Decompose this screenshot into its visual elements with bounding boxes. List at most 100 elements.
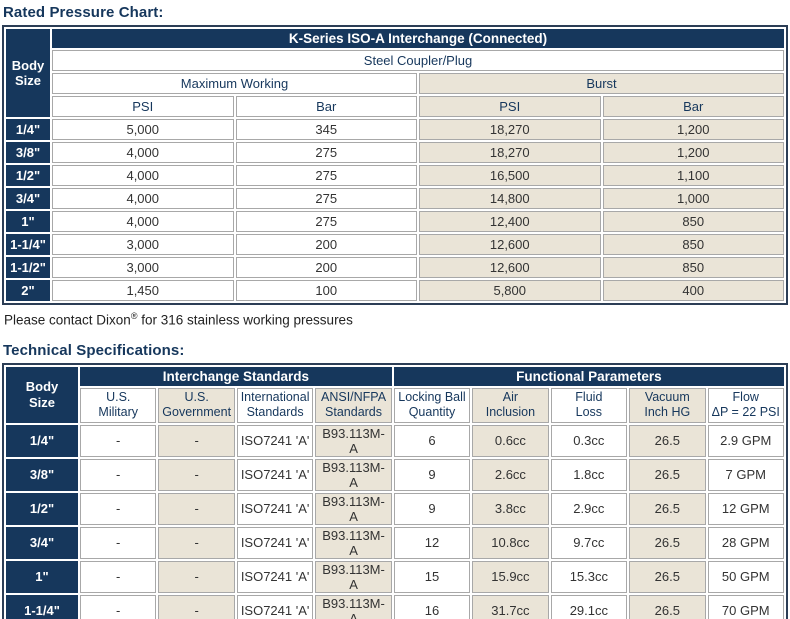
column-header-air-inclusion: Air Inclusion xyxy=(472,387,549,423)
data-cell: - xyxy=(158,594,235,619)
data-cell: 26.5 xyxy=(629,560,706,593)
data-cell: - xyxy=(80,594,157,619)
data-cell: 18,270 xyxy=(419,119,601,140)
data-cell: B93.113M-A xyxy=(315,458,392,491)
data-cell: 12 xyxy=(393,526,471,559)
body-size-header: Body Size xyxy=(6,366,78,423)
data-cell: B93.113M-A xyxy=(315,594,392,619)
column-header-us-government: U.S. Government xyxy=(158,387,235,423)
data-cell: B93.113M-A xyxy=(315,526,392,559)
data-cell: 12 GPM xyxy=(707,492,784,525)
table-row: Body Size Interchange Standards Function… xyxy=(6,366,784,423)
data-cell: 275 xyxy=(235,188,417,209)
data-cell: 12,600 xyxy=(419,257,601,278)
data-cell: B93.113M-A xyxy=(315,492,392,525)
data-cell: ISO7241 'A' xyxy=(236,526,314,559)
body-size-cell: 1/4" xyxy=(6,119,50,140)
table-row: Maximum Working Burst xyxy=(6,73,784,94)
data-cell: ISO7241 'A' xyxy=(236,560,314,593)
data-cell: B93.113M-A xyxy=(315,560,392,593)
data-cell: 12,400 xyxy=(419,211,601,232)
rated-pressure-chart-title: Rated Pressure Chart: xyxy=(3,4,164,21)
data-cell: 4,000 xyxy=(52,142,234,163)
table-row: Steel Coupler/Plug xyxy=(6,50,784,71)
data-cell: 850 xyxy=(602,234,784,255)
data-cell: 15.9cc xyxy=(472,560,549,593)
data-cell: 1,100 xyxy=(602,165,784,186)
body-size-cell: 1" xyxy=(6,560,78,593)
data-cell: 18,270 xyxy=(419,142,601,163)
data-cell: 0.3cc xyxy=(550,424,628,457)
data-cell: 5,800 xyxy=(419,280,601,301)
data-cell: - xyxy=(80,560,157,593)
data-cell: 70 GPM xyxy=(707,594,784,619)
data-cell: - xyxy=(158,424,235,457)
body-size-cell: 1/4" xyxy=(6,424,78,457)
data-cell: 2.9 GPM xyxy=(707,424,784,457)
data-cell: 50 GPM xyxy=(707,560,784,593)
steel-coupler-plug-header: Steel Coupler/Plug xyxy=(52,50,784,71)
data-cell: - xyxy=(80,492,157,525)
data-cell: 9.7cc xyxy=(550,526,628,559)
maximum-working-header: Maximum Working xyxy=(52,73,417,94)
table-row: Body Size K-Series ISO-A Interchange (Co… xyxy=(6,29,784,117)
column-header-psi: PSI xyxy=(419,96,601,117)
body-size-cell: 1-1/2" xyxy=(6,257,50,278)
data-cell: - xyxy=(158,560,235,593)
data-cell: 1.8cc xyxy=(550,458,628,491)
table-row: 3/4" 4,000 275 14,800 1,000 xyxy=(6,188,784,209)
data-cell: 9 xyxy=(393,458,471,491)
data-cell: 14,800 xyxy=(419,188,601,209)
table-row: PSI Bar PSI Bar xyxy=(6,96,784,117)
note-text: for 316 stainless working pressures xyxy=(137,312,353,328)
data-cell: ISO7241 'A' xyxy=(236,458,314,491)
data-cell: 15 xyxy=(393,560,471,593)
data-cell: 16 xyxy=(393,594,471,619)
column-header-ansi-nfpa-standards: ANSI/NFPA Standards xyxy=(315,387,392,423)
table-row: 1-1/2" 3,000 200 12,600 850 xyxy=(6,257,784,278)
data-cell: 1,000 xyxy=(602,188,784,209)
column-header-locking-ball-quantity: Locking Ball Quantity xyxy=(393,387,471,423)
data-cell: 2.6cc xyxy=(472,458,549,491)
body-size-cell: 3/8" xyxy=(6,142,50,163)
body-size-cell: 1/2" xyxy=(6,165,50,186)
body-size-cell: 1-1/4" xyxy=(6,234,50,255)
data-cell: - xyxy=(158,492,235,525)
table-row: 1-1/4" - - ISO7241 'A' B93.113M-A 16 31.… xyxy=(6,594,784,619)
body-size-header: Body Size xyxy=(6,29,50,117)
technical-specifications-table: Body Size Interchange Standards Function… xyxy=(2,362,788,619)
data-cell: 200 xyxy=(235,234,417,255)
data-cell: 200 xyxy=(235,257,417,278)
data-cell: 10.8cc xyxy=(472,526,549,559)
data-cell: 4,000 xyxy=(52,188,234,209)
data-cell: 26.5 xyxy=(629,424,706,457)
data-cell: 26.5 xyxy=(629,526,706,559)
table-row: 1/2" - - ISO7241 'A' B93.113M-A 9 3.8cc … xyxy=(6,492,784,525)
data-cell: 850 xyxy=(602,211,784,232)
data-cell: 3.8cc xyxy=(472,492,549,525)
data-cell: ISO7241 'A' xyxy=(236,594,314,619)
table-main-header: K-Series ISO-A Interchange (Connected) xyxy=(52,29,784,48)
contact-note: Please contact Dixon® for 316 stainless … xyxy=(4,311,790,328)
burst-header: Burst xyxy=(419,73,784,94)
data-cell: 7 GPM xyxy=(707,458,784,491)
data-cell: 29.1cc xyxy=(550,594,628,619)
data-cell: ISO7241 'A' xyxy=(236,492,314,525)
data-cell: - xyxy=(158,526,235,559)
data-cell: - xyxy=(80,526,157,559)
table-row: 1" - - ISO7241 'A' B93.113M-A 15 15.9cc … xyxy=(6,560,784,593)
data-cell: 400 xyxy=(602,280,784,301)
interchange-standards-header: Interchange Standards xyxy=(80,366,392,386)
body-size-cell: 1" xyxy=(6,211,50,232)
data-cell: B93.113M-A xyxy=(315,424,392,457)
data-cell: 12,600 xyxy=(419,234,601,255)
table-row: 3/4" - - ISO7241 'A' B93.113M-A 12 10.8c… xyxy=(6,526,784,559)
table-row: 1" 4,000 275 12,400 850 xyxy=(6,211,784,232)
data-cell: 3,000 xyxy=(52,234,234,255)
data-cell: 345 xyxy=(235,119,417,140)
functional-parameters-header: Functional Parameters xyxy=(393,366,784,386)
column-header-psi: PSI xyxy=(52,96,234,117)
data-cell: 2.9cc xyxy=(550,492,628,525)
column-header-bar: Bar xyxy=(602,96,784,117)
